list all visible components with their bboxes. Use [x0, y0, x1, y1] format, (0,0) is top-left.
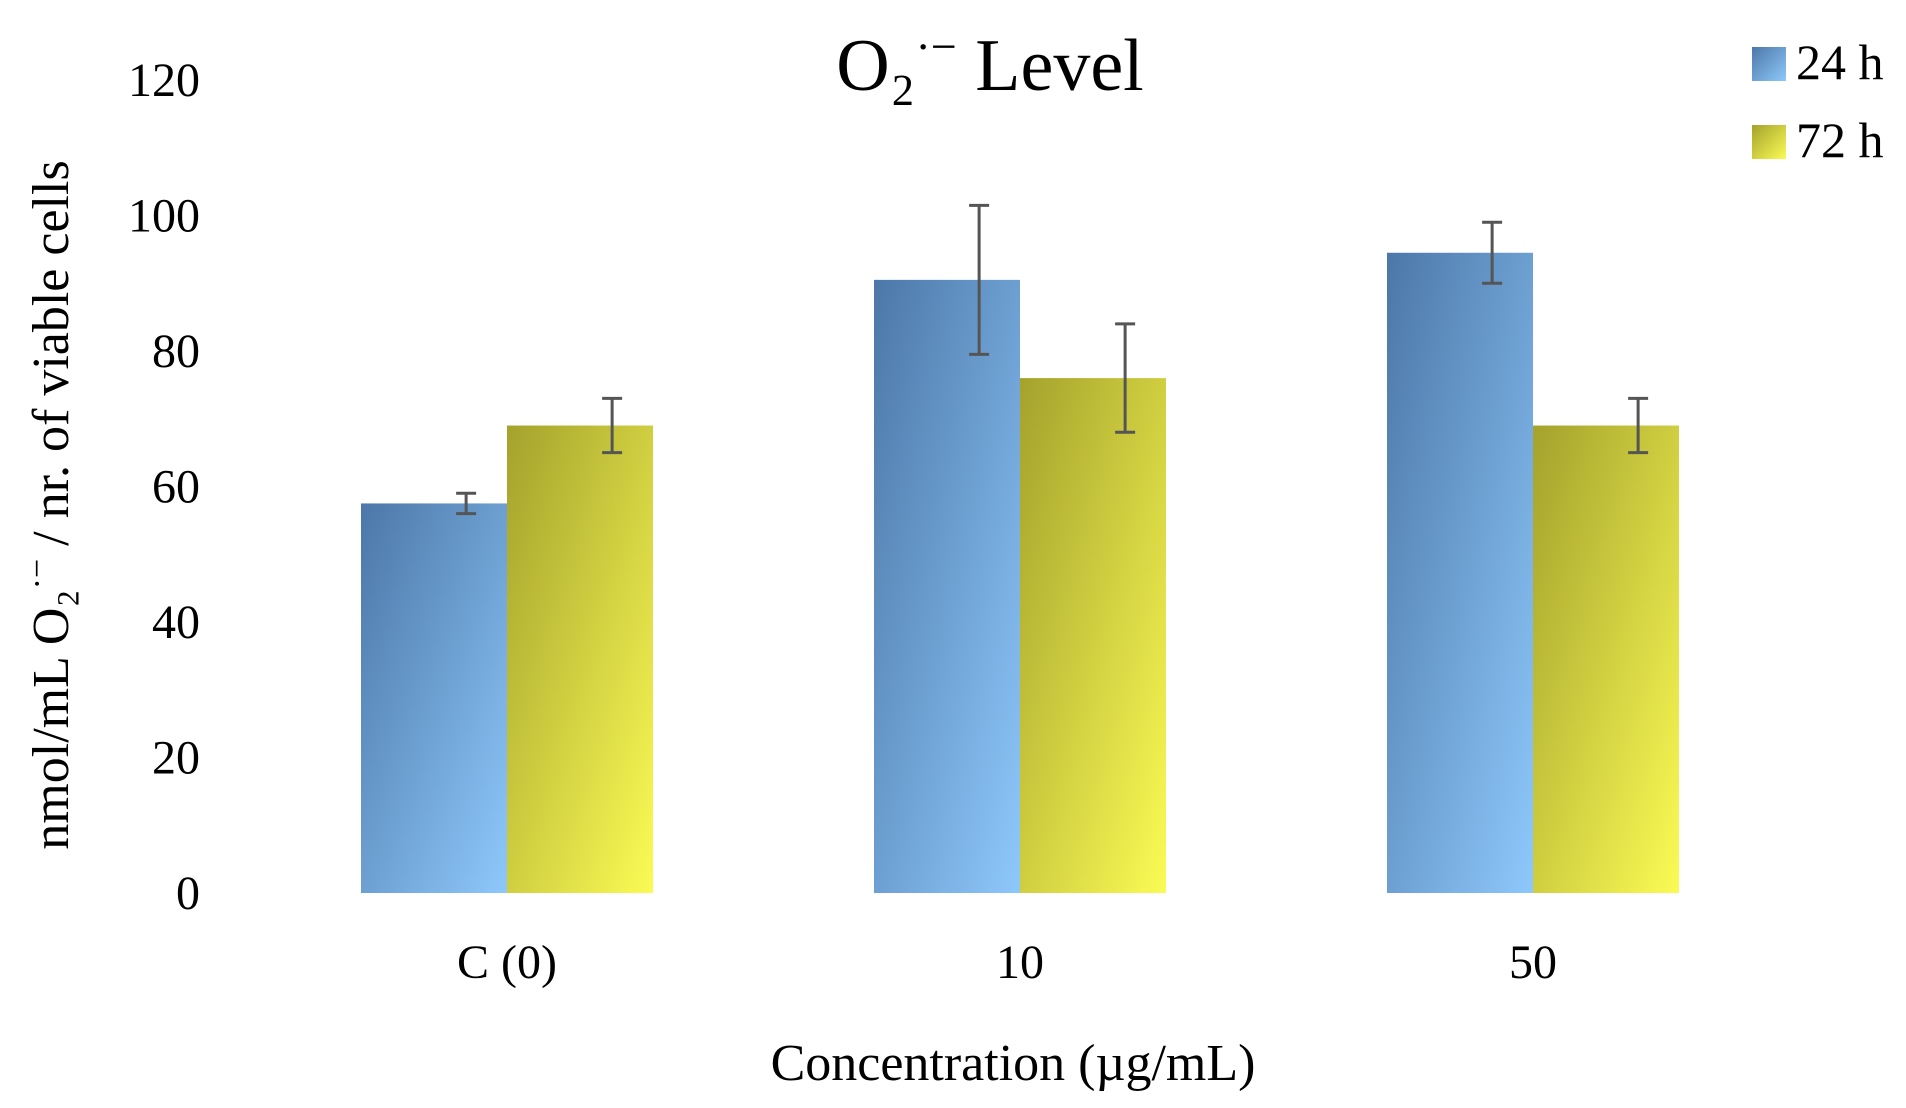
y-axis-label: nmol/mL O₂·− / nr. of viable cells [19, 160, 80, 849]
legend-label-1: 72 h [1796, 112, 1884, 168]
bars [361, 252, 1679, 894]
x-tick-label: 10 [996, 936, 1044, 989]
bar-72h-2 [1533, 425, 1679, 893]
y-tick-label: 20 [152, 732, 200, 785]
y-tick-label: 100 [128, 190, 200, 243]
legend-swatch-1 [1752, 125, 1786, 159]
bar-24h-1 [874, 279, 1020, 893]
bar-24h-2 [1387, 252, 1533, 893]
legend: 24 h 72 h [1752, 34, 1884, 168]
legend-label-0: 24 h [1796, 34, 1884, 90]
y-tick-label: 40 [152, 596, 200, 649]
legend-swatch-0 [1752, 47, 1786, 81]
y-tick-label: 0 [176, 867, 200, 920]
chart-title: O₂·− Level [836, 21, 1143, 107]
x-tick-label: C (0) [457, 936, 557, 989]
x-axis-ticks: C (0) 10 50 [457, 936, 1557, 989]
y-tick-label: 80 [152, 325, 200, 378]
x-tick-label: 50 [1509, 936, 1557, 989]
bar-24h-0 [361, 503, 507, 893]
y-axis-ticks: 0 20 40 60 80 100 120 [128, 54, 200, 920]
x-axis-label: Concentration (µg/mL) [771, 1035, 1256, 1092]
y-tick-label: 120 [128, 54, 200, 107]
bar-72h-0 [507, 425, 653, 893]
y-tick-label: 60 [152, 461, 200, 514]
bar-72h-1 [1020, 378, 1166, 894]
error-bars [456, 203, 1649, 516]
